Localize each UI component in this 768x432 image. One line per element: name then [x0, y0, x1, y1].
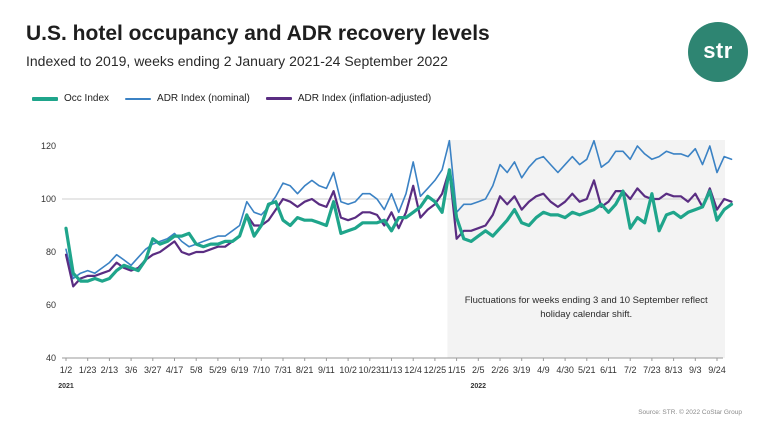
x-tick-label: 10/23	[359, 365, 382, 375]
legend-item-occ: Occ Index	[32, 93, 109, 104]
series-line-adr-inflation-adjusted	[64, 168, 733, 288]
legend-swatch-occ	[32, 96, 58, 101]
legend-label-occ: Occ Index	[64, 93, 110, 104]
x-tick-label: 12/4	[404, 365, 422, 375]
y-tick-label: 60	[46, 300, 56, 310]
legend-item-adr-real: ADR Index (inflation-adjusted)	[265, 93, 432, 104]
x-tick-label: 4/30	[556, 365, 574, 375]
x-tick-label: 1/15	[448, 365, 466, 375]
legend-swatch-adr-real	[265, 97, 292, 100]
x-tick-label: 7/23	[643, 365, 661, 375]
annotation-line: Fluctuations for weeks ending 3 and 10 S…	[465, 295, 708, 306]
x-tick-label: 5/29	[209, 365, 227, 375]
x-tick-label: 12/25	[424, 365, 447, 375]
x-tick-label: 3/6	[125, 365, 138, 375]
logo-text: str	[703, 38, 733, 63]
x-tick-label: 6/19	[231, 365, 249, 375]
legend-swatch-adr-nominal	[125, 97, 152, 100]
y-tick-label: 100	[41, 194, 56, 204]
x-tick-label: 10/2	[339, 365, 357, 375]
x-tick-label: 4/9	[537, 365, 550, 375]
source-note: Source: STR. © 2022 CoStar Group	[638, 409, 742, 416]
legend-label-adr-nominal: ADR Index (nominal)	[157, 93, 250, 104]
y-tick-label: 40	[46, 353, 56, 363]
chart-title: U.S. hotel occupancy and ADR recovery le…	[26, 22, 490, 45]
x-tick-label: 7/10	[253, 365, 271, 375]
shaded-2022-region	[447, 140, 725, 358]
annotation-line: holiday calendar shift.	[540, 309, 632, 320]
x-tick-label: 5/21	[578, 365, 596, 375]
y-tick-label: 120	[41, 141, 56, 151]
str-logo: str	[688, 22, 748, 82]
x-tick-label: 9/24	[708, 365, 726, 375]
y-tick-label: 80	[46, 247, 56, 257]
x-tick-label: 1/2	[60, 365, 73, 375]
x-tick-label: 6/11	[600, 365, 617, 375]
x-tick-label: 3/27	[144, 365, 162, 375]
chart-legend: Occ Index ADR Index (nominal) ADR Index …	[32, 93, 431, 104]
x-tick-label: 8/21	[296, 365, 314, 375]
x-tick-label: 5/8	[190, 365, 203, 375]
x-tick-label: 1/23	[79, 365, 97, 375]
year-label: 2022	[471, 383, 487, 390]
x-tick-label: 4/17	[166, 365, 184, 375]
legend-label-adr-real: ADR Index (inflation-adjusted)	[297, 93, 432, 104]
x-tick-label: 7/31	[274, 365, 292, 375]
x-tick-label: 3/19	[513, 365, 531, 375]
x-tick-label: 9/11	[318, 365, 335, 375]
x-tick-label: 11/13	[381, 365, 403, 375]
legend-item-adr-nominal: ADR Index (nominal)	[125, 93, 250, 104]
chart-subtitle: Indexed to 2019, weeks ending 2 January …	[26, 53, 448, 69]
x-tick-label: 9/3	[689, 365, 702, 375]
series-line-occ-index	[64, 168, 734, 283]
x-tick-label: 2/26	[491, 365, 509, 375]
x-tick-label: 2/5	[472, 365, 485, 375]
x-tick-label: 8/13	[665, 365, 683, 375]
x-tick-label: 2/13	[101, 365, 119, 375]
x-tick-label: 7/2	[624, 365, 637, 375]
year-label: 2021	[58, 383, 74, 390]
